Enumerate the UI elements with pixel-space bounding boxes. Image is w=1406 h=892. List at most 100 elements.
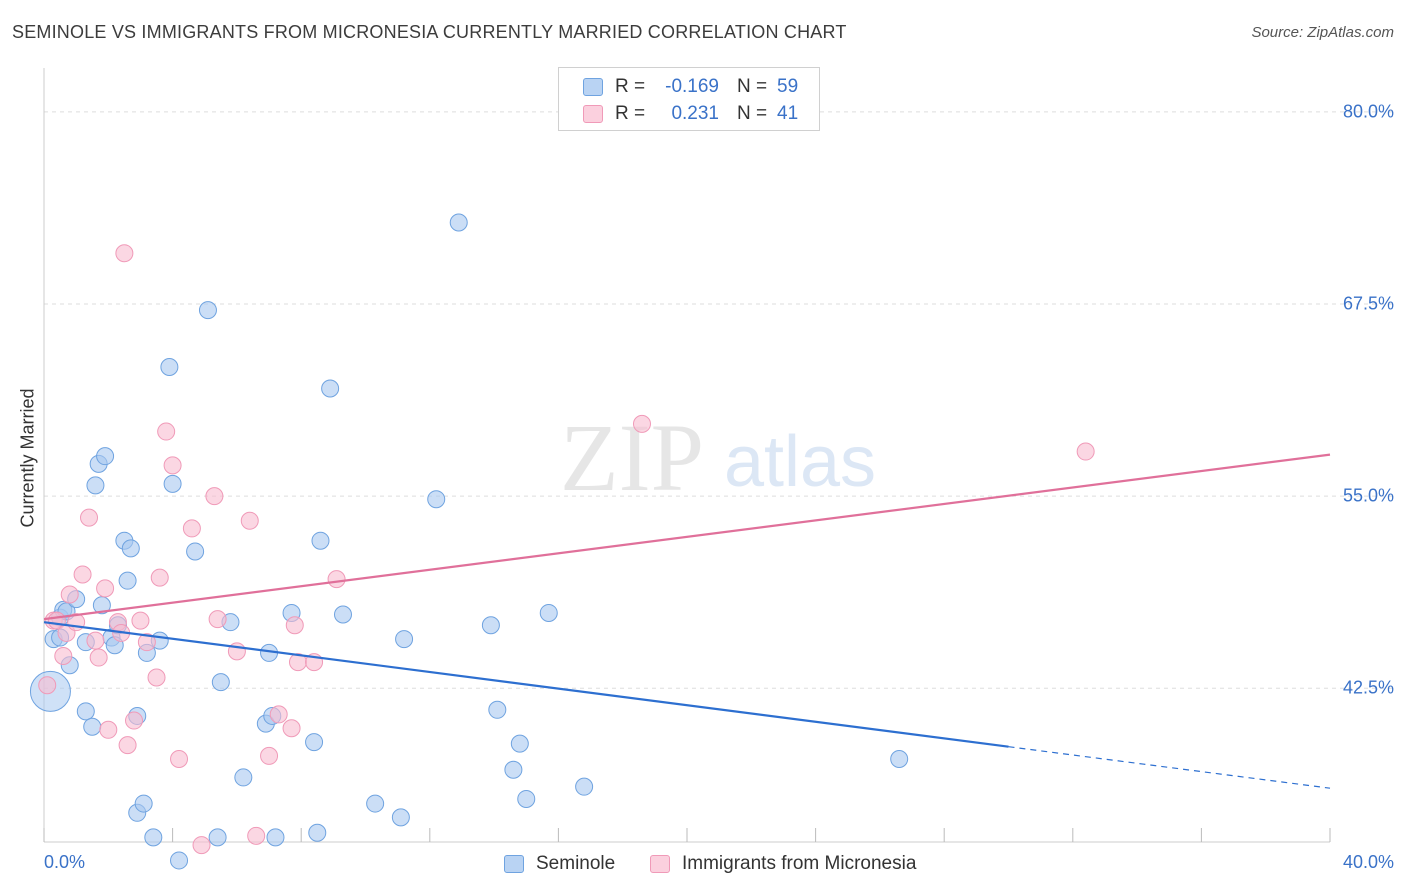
point-micronesia [118, 736, 137, 755]
point-micronesia [285, 616, 304, 635]
legend-swatch-seminole [583, 78, 603, 96]
trend-line-seminole-extension [1008, 746, 1331, 789]
legend-label-micronesia: Immigrants from Micronesia [682, 853, 917, 874]
point-micronesia [157, 422, 176, 441]
point-seminole [160, 357, 179, 376]
trend-lines [43, 453, 1331, 789]
point-micronesia [182, 519, 201, 538]
point-seminole [321, 379, 340, 398]
legend-r-label: R = [615, 103, 646, 124]
chart-title: SEMINOLE VS IMMIGRANTS FROM MICRONESIA C… [12, 22, 847, 42]
x-tick-label-max: 40.0% [1342, 852, 1394, 872]
correlation-legend: R = -0.169 N = 59 R = 0.231 N = 41 [558, 67, 820, 131]
bottom-legend-seminole: Seminole [504, 852, 615, 876]
point-micronesia [80, 508, 99, 527]
point-micronesia [38, 676, 57, 695]
point-seminole [890, 749, 909, 768]
point-micronesia [208, 610, 227, 629]
point-micronesia [1076, 442, 1095, 461]
point-micronesia [632, 414, 651, 433]
point-micronesia [260, 746, 279, 765]
point-micronesia [99, 720, 118, 739]
legend-n-value: 59 [777, 76, 799, 97]
point-micronesia [269, 705, 288, 724]
point-seminole [305, 733, 324, 752]
legend-swatch-micronesia [583, 105, 603, 123]
legend-row-seminole: R = -0.169 N = 59 [583, 76, 798, 98]
point-seminole [333, 605, 352, 624]
point-seminole [144, 828, 163, 847]
point-micronesia [137, 633, 156, 652]
point-micronesia [192, 836, 211, 855]
point-seminole [186, 542, 205, 561]
point-micronesia [125, 711, 144, 730]
legend-r-value: -0.169 [665, 76, 719, 97]
point-micronesia [89, 648, 108, 667]
point-seminole [575, 777, 594, 796]
point-micronesia [205, 487, 224, 506]
legend-n-value: 41 [777, 103, 799, 124]
x-tick-label-min: 0.0% [44, 852, 86, 872]
point-micronesia [150, 568, 169, 587]
point-seminole [510, 734, 529, 753]
point-seminole [96, 447, 115, 466]
scatter-points [29, 213, 1095, 870]
point-micronesia [54, 646, 73, 665]
point-micronesia [96, 579, 115, 598]
legend-swatch-seminole [504, 855, 524, 873]
watermark-zip: ZIP [560, 404, 704, 511]
point-micronesia [60, 585, 79, 604]
point-seminole [517, 789, 536, 808]
point-seminole [366, 794, 385, 813]
trend-line-micronesia [43, 453, 1331, 621]
point-micronesia [115, 244, 134, 263]
point-seminole [391, 808, 410, 827]
point-seminole [208, 828, 227, 847]
y-tick-label: 67.5% [1342, 293, 1394, 314]
point-seminole [311, 531, 330, 550]
point-seminole [92, 596, 111, 615]
legend-r-value: 0.231 [671, 103, 719, 124]
legend-n-label: N = [737, 103, 768, 124]
point-seminole [395, 630, 414, 649]
point-micronesia [147, 668, 166, 687]
point-micronesia [247, 826, 266, 845]
point-micronesia [131, 611, 150, 630]
y-tick-label: 42.5% [1342, 677, 1394, 698]
point-seminole [86, 476, 105, 495]
point-seminole [427, 490, 446, 509]
point-seminole [308, 823, 327, 842]
point-seminole [266, 828, 285, 847]
point-seminole [234, 768, 253, 787]
gridlines [44, 111, 1392, 689]
point-seminole [134, 794, 153, 813]
legend-n-label: N = [737, 76, 768, 97]
y-axis-label: Currently Married [17, 388, 38, 528]
point-micronesia [327, 570, 346, 589]
legend-swatch-micronesia [650, 855, 670, 873]
bottom-legend-micronesia: Immigrants from Micronesia [650, 852, 916, 876]
point-micronesia [282, 719, 301, 738]
y-tick-label: 55.0% [1342, 485, 1394, 506]
source-label: Source: ZipAtlas.com [1251, 24, 1394, 41]
point-seminole [83, 717, 102, 736]
legend-label-seminole: Seminole [536, 853, 616, 874]
point-micronesia [86, 631, 105, 650]
point-micronesia [240, 511, 259, 530]
point-seminole [481, 616, 500, 635]
trend-line-seminole [43, 621, 1009, 748]
legend-row-micronesia: R = 0.231 N = 41 [583, 103, 798, 125]
point-micronesia [163, 456, 182, 475]
point-seminole [198, 301, 217, 320]
point-seminole [163, 474, 182, 493]
point-seminole [211, 673, 230, 692]
y-tick-label: 80.0% [1342, 101, 1394, 122]
point-seminole [170, 851, 189, 870]
point-seminole [539, 603, 558, 622]
point-seminole [118, 571, 137, 590]
point-micronesia [170, 749, 189, 768]
watermark-atlas: atlas [724, 422, 876, 502]
point-seminole [76, 702, 95, 721]
legend-r-label: R = [615, 76, 646, 97]
